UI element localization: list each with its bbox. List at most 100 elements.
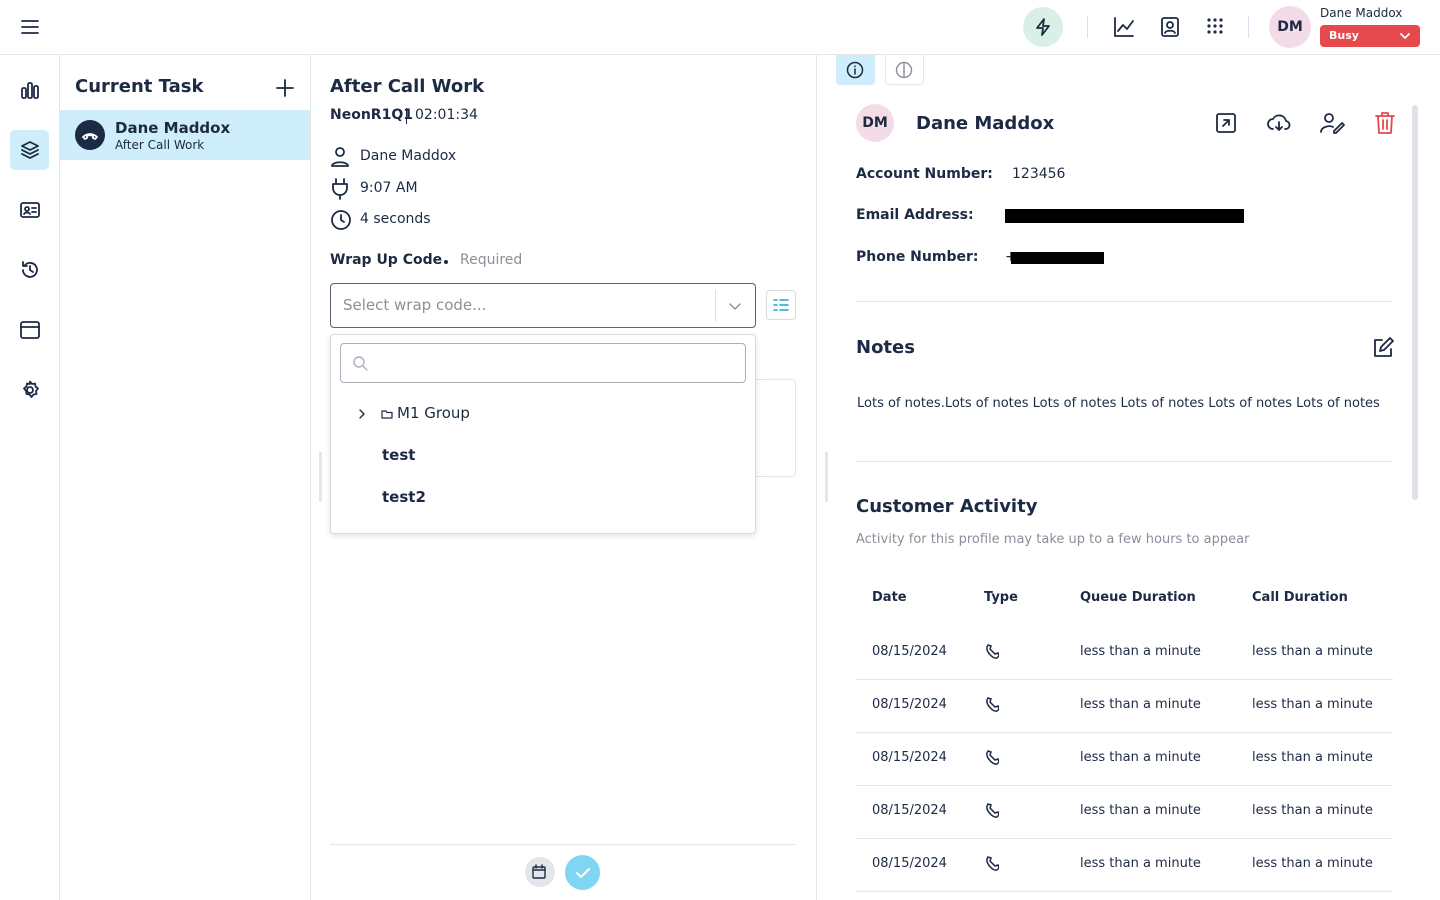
icon-shape	[1216, 113, 1236, 133]
column-header: Type	[984, 590, 1018, 605]
calendar-icon	[532, 864, 546, 879]
wrap-select[interactable]	[330, 283, 756, 328]
cell-call: less than a minute	[1252, 697, 1373, 712]
icon-shape	[773, 299, 789, 311]
status-dropdown[interactable]: Busy	[1320, 25, 1420, 47]
notes-text: Lots of notes.Lots of notes Lots of note…	[857, 396, 1380, 411]
schedule-button[interactable]	[525, 857, 555, 887]
icon-shape	[1207, 30, 1211, 34]
column-header: Queue Duration	[1080, 590, 1196, 605]
icon-shape	[332, 178, 348, 200]
call-type-icon	[985, 697, 1000, 713]
call-type-icon	[985, 803, 1000, 819]
table-row	[856, 786, 1393, 839]
nav-dashboard[interactable]	[20, 80, 40, 100]
redaction	[1005, 209, 1244, 223]
icon-shape	[22, 261, 38, 278]
icon-shape	[1374, 337, 1394, 357]
icon-shape	[1207, 18, 1211, 22]
column-header: Date	[872, 590, 907, 605]
add-task[interactable]	[275, 78, 295, 98]
duration: 4 seconds	[360, 211, 431, 227]
ai-tab[interactable]	[885, 55, 924, 85]
phone-icon	[986, 803, 1000, 818]
icon-shape	[20, 321, 40, 339]
delete-button[interactable]	[1374, 111, 1396, 135]
icon-shape	[335, 147, 345, 157]
icon-shape	[846, 61, 864, 79]
phone-icon	[986, 750, 1000, 765]
icon-shape	[532, 866, 546, 879]
cell-call: less than a minute	[1252, 803, 1373, 818]
stats-button[interactable]	[1113, 16, 1135, 38]
cell-date: 08/15/2024	[872, 750, 947, 765]
start-time: 9:07 AM	[360, 180, 418, 196]
icon-shape	[353, 356, 365, 368]
icon-shape	[381, 410, 393, 419]
open-button[interactable]	[1215, 112, 1237, 134]
expand-icon[interactable]	[357, 408, 367, 420]
icon-shape	[331, 161, 349, 167]
cell-date: 08/15/2024	[872, 644, 947, 659]
timer: 02:01:34	[415, 107, 478, 123]
contacts-button[interactable]	[1159, 16, 1181, 38]
icon-shape	[1213, 18, 1217, 22]
user-name: Dane Maddox	[1320, 6, 1403, 20]
footer-divider	[330, 844, 796, 845]
nav-settings[interactable]	[20, 380, 40, 400]
phone-icon	[986, 697, 1000, 712]
contact-name: Dane Maddox	[360, 148, 457, 164]
top-bar	[0, 0, 1440, 55]
code-list-button[interactable]	[766, 290, 796, 320]
download-button[interactable]	[1266, 112, 1292, 134]
phone-icon	[986, 856, 1000, 871]
option-group[interactable]: M1 Group	[397, 404, 470, 422]
cell-queue: less than a minute	[1080, 697, 1201, 712]
nav-browser[interactable]	[20, 320, 40, 340]
icon-shape	[729, 303, 741, 310]
icon-shape	[986, 697, 1000, 712]
icon-shape	[82, 133, 98, 140]
icon-shape	[359, 409, 365, 419]
nav-contacts[interactable]	[20, 200, 40, 220]
column-header: Call Duration	[1252, 590, 1348, 605]
select-placeholder: Select wrap code...	[343, 296, 487, 314]
panel-border	[816, 55, 817, 900]
check-icon	[576, 868, 590, 878]
edit-notes-button[interactable]	[1372, 337, 1394, 359]
icon-shape	[986, 856, 1000, 871]
edit-contact-button[interactable]	[1319, 111, 1347, 135]
plug-icon	[332, 178, 348, 200]
table-row	[856, 839, 1393, 892]
resize-handle[interactable]	[825, 452, 828, 502]
chevron	[729, 303, 741, 310]
icon-shape	[1219, 18, 1223, 22]
option[interactable]: test	[382, 446, 416, 464]
resize-handle[interactable]	[319, 452, 322, 502]
nav-tasks[interactable]	[20, 140, 40, 160]
divider	[715, 290, 716, 322]
task-name: Dane Maddox	[115, 119, 231, 137]
call-type-icon	[985, 644, 1000, 660]
divider	[856, 301, 1393, 302]
field-label: Account Number:	[856, 166, 993, 182]
icon-shape	[27, 82, 33, 99]
quick-action[interactable]	[1023, 7, 1063, 47]
nav-history[interactable]	[20, 260, 40, 280]
option[interactable]: test2	[382, 488, 426, 506]
menu-button[interactable]	[20, 17, 40, 37]
user-avatar[interactable]: DM	[1269, 6, 1311, 48]
phone-icon	[986, 644, 1000, 659]
complete-button[interactable]	[565, 855, 600, 890]
hangup-icon	[82, 133, 98, 140]
dropdown-menu: M1 Group test test2	[330, 334, 756, 534]
table-row	[856, 680, 1393, 733]
search-input[interactable]	[340, 343, 746, 383]
icon-shape	[1164, 29, 1176, 34]
task-status: After Call Work	[115, 138, 205, 152]
scrollbar[interactable]	[1412, 105, 1418, 500]
profile-name: Dane Maddox	[916, 113, 1055, 134]
dialpad-button[interactable]	[1204, 16, 1226, 38]
bolt-icon	[1036, 18, 1050, 36]
